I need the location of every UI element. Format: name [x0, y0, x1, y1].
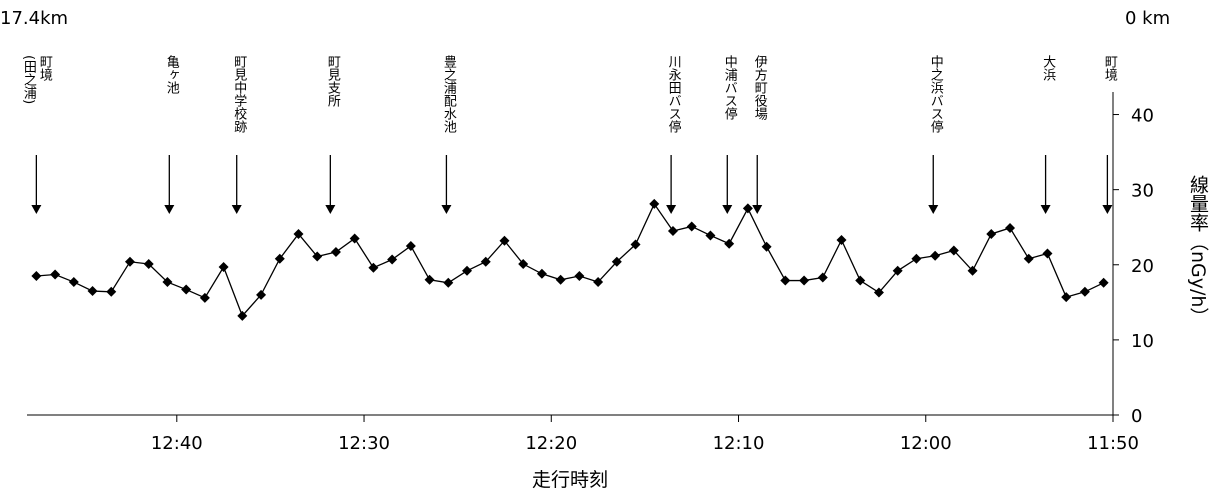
start-label: 17.4km	[0, 8, 68, 29]
data-point	[293, 228, 304, 239]
data-point	[536, 268, 547, 279]
annotation-text: 亀ヶ池	[164, 55, 180, 94]
data-point	[462, 265, 473, 276]
data-point	[892, 265, 903, 276]
data-point	[405, 240, 416, 251]
annotation-text: 川永田バス停	[666, 55, 682, 133]
annotation-text: 町境	[1102, 55, 1118, 81]
annotation-arrowhead	[752, 205, 763, 214]
data-point	[986, 228, 997, 239]
data-point	[836, 234, 847, 245]
end-label: 0 km	[1125, 8, 1170, 29]
annotation-text: 町見支所	[325, 55, 341, 107]
annotation-text: 町見中学校跡	[231, 55, 247, 133]
y-tick-label: 30	[1131, 181, 1154, 202]
annotation-text: 中之浜バス停	[928, 55, 944, 133]
data-point	[50, 269, 61, 280]
data-point	[667, 225, 678, 236]
annotation-arrowhead	[722, 205, 733, 214]
data-point	[855, 275, 866, 286]
annotation-arrowhead	[666, 205, 677, 214]
y-tick-label: 10	[1131, 331, 1154, 352]
data-point	[780, 275, 791, 286]
x-tick-label: 12:40	[151, 433, 203, 454]
data-point	[237, 310, 248, 321]
annotation-arrowhead	[164, 205, 175, 214]
data-point	[799, 275, 810, 286]
x-tick-label: 12:00	[900, 433, 952, 454]
data-point	[555, 274, 566, 285]
data-point	[911, 253, 922, 264]
data-point	[593, 277, 604, 288]
data-point	[349, 233, 360, 244]
data-point	[68, 277, 79, 288]
x-tick-label: 12:30	[338, 433, 390, 454]
data-point	[630, 239, 641, 250]
data-point	[499, 235, 510, 246]
annotation-text: 伊方町役場	[752, 55, 768, 120]
data-point	[1023, 253, 1034, 264]
data-point	[873, 287, 884, 298]
data-point	[480, 256, 491, 267]
data-point	[518, 259, 529, 270]
data-point	[218, 262, 229, 273]
data-point	[705, 230, 716, 241]
data-point	[368, 262, 379, 273]
data-point	[424, 274, 435, 285]
data-line	[36, 202, 1104, 318]
data-point	[611, 256, 622, 267]
data-point	[443, 277, 454, 288]
data-point	[330, 246, 341, 257]
data-point	[143, 259, 154, 270]
annotation-arrowhead	[928, 205, 939, 214]
y-tick-label: 40	[1131, 106, 1154, 127]
data-point	[87, 286, 98, 297]
data-point	[124, 256, 135, 267]
annotation-arrowhead	[231, 205, 242, 214]
x-tick-label: 12:20	[525, 433, 577, 454]
data-point	[199, 292, 210, 303]
data-point	[31, 271, 42, 282]
annotation-arrowhead	[325, 205, 336, 214]
data-point	[256, 289, 267, 300]
annotation-text: 大浜	[1040, 55, 1056, 81]
data-point	[274, 253, 285, 264]
annotation-arrowhead	[441, 205, 452, 214]
data-point	[387, 254, 398, 265]
data-point	[1079, 286, 1090, 297]
data-point	[1005, 222, 1016, 233]
data-point	[1098, 277, 1109, 288]
y-tick-label: 0	[1131, 406, 1142, 427]
annotation-text: (田之浦)	[21, 55, 37, 104]
data-point	[742, 203, 753, 214]
data-point	[930, 250, 941, 261]
annotation-text: 町境	[37, 55, 53, 81]
data-point	[948, 245, 959, 256]
data-point	[162, 277, 173, 288]
data-point	[686, 221, 697, 232]
data-point	[181, 284, 192, 295]
annotation-arrowhead	[31, 205, 42, 214]
data-point	[967, 265, 978, 276]
x-tick-label: 11:50	[1087, 433, 1139, 454]
annotation-text: 豊之浦配水池	[441, 55, 457, 133]
data-point	[761, 241, 772, 252]
y-tick-label: 20	[1131, 256, 1154, 277]
annotation-text: 中浦バス停	[722, 55, 738, 120]
data-point	[817, 272, 828, 283]
data-point	[1061, 292, 1072, 303]
data-point	[106, 286, 117, 297]
annotation-arrowhead	[1102, 205, 1113, 214]
data-point	[649, 198, 660, 209]
data-point	[724, 238, 735, 249]
x-tick-label: 12:10	[713, 433, 765, 454]
y-axis-label: 線量率（nGy/h）	[1187, 175, 1209, 327]
data-point	[312, 251, 323, 262]
x-axis-label: 走行時刻	[532, 469, 608, 491]
annotation-arrowhead	[1040, 205, 1051, 214]
data-point	[1042, 248, 1053, 259]
data-point	[574, 271, 585, 282]
